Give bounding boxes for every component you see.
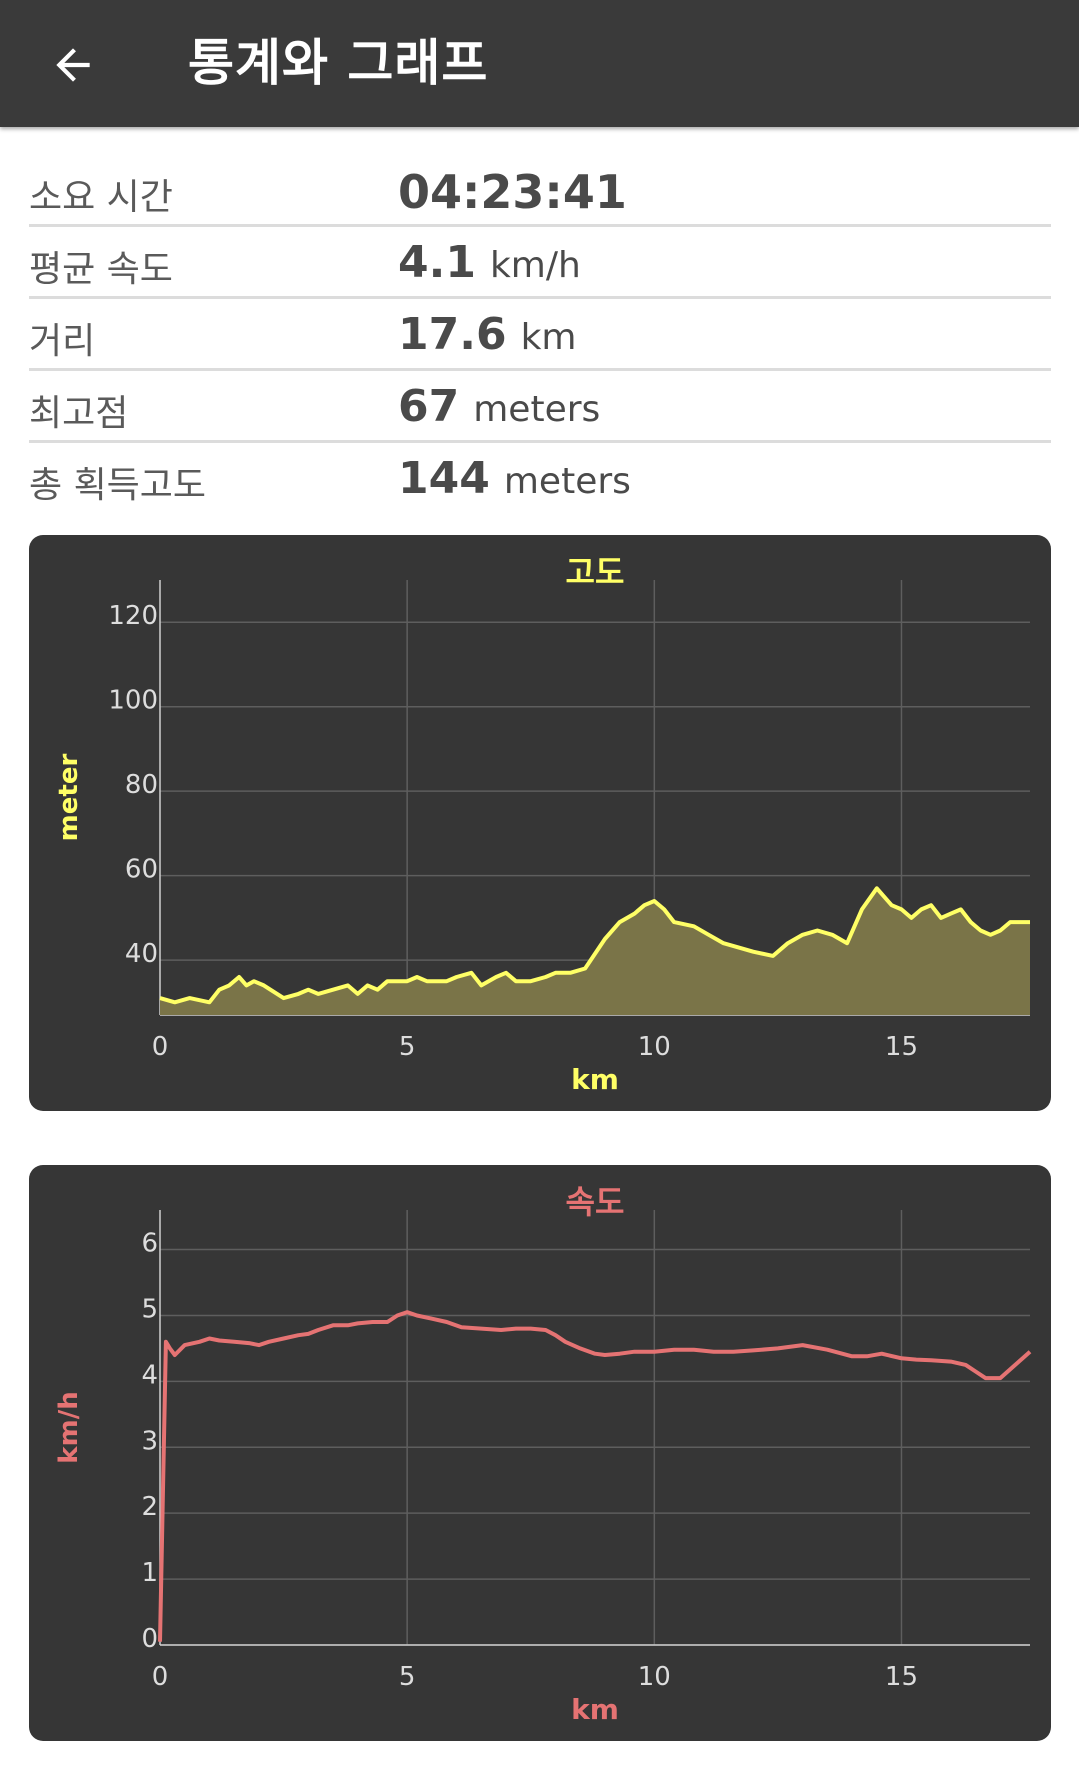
x-axis-label: km	[571, 1063, 619, 1096]
x-axis-label: km	[571, 1693, 619, 1726]
stat-label: 총 획득고도	[29, 465, 207, 506]
y-tick-label: 3	[141, 1426, 158, 1456]
y-tick-label: 100	[108, 686, 158, 716]
y-tick-label: 40	[125, 939, 158, 969]
speed-chart[interactable]: 0 5 10 15 0 1 2 3 4 5 6 속도 km km/h	[29, 1165, 1051, 1741]
x-tick-label: 5	[399, 1032, 416, 1062]
stat-value: 144 meters	[398, 453, 631, 504]
stat-value: 04:23:41	[398, 165, 627, 219]
stat-value: 4.1 km/h	[398, 237, 581, 288]
y-axis-label: meter	[54, 754, 84, 842]
x-tick-label: 0	[152, 1032, 169, 1062]
stat-row-avg-speed: 평균 속도 4.1 km/h	[29, 227, 1051, 299]
arrow-left-icon	[56, 48, 90, 82]
stat-unit: km/h	[489, 245, 581, 286]
stat-label: 평균 속도	[29, 249, 173, 290]
y-axis-label: km/h	[54, 1391, 84, 1463]
series-area	[160, 888, 1030, 1015]
y-tick-label: 120	[108, 601, 158, 631]
app-bar: 통계와 그래프	[0, 0, 1079, 127]
stat-row-elevation-gain: 총 획득고도 144 meters	[29, 443, 1051, 512]
chart-title: 고도	[566, 553, 625, 591]
x-tick-label: 10	[638, 1662, 671, 1692]
back-button[interactable]	[38, 30, 108, 100]
stats-table: 소요 시간 04:23:41 평균 속도 4.1 km/h 거리 17.6 km 최…	[29, 155, 1051, 512]
stat-unit: km	[520, 317, 577, 358]
altitude-chart[interactable]: 0 5 10 15 40 60 80 100 120 고도 km meter	[29, 535, 1051, 1111]
stat-number: 4.1	[398, 237, 476, 288]
stat-number: 04:23:41	[398, 165, 627, 219]
stat-number: 17.6	[398, 309, 507, 360]
series-line	[159, 886, 1030, 1005]
stat-label: 거리	[29, 321, 96, 362]
speed-chart-card: 0 5 10 15 0 1 2 3 4 5 6 속도 km km/h	[29, 1165, 1051, 1741]
stat-unit: meters	[503, 461, 631, 502]
y-tick-label: 5	[141, 1294, 158, 1324]
stat-label: 최고점	[29, 393, 129, 434]
x-tick-label: 10	[638, 1032, 671, 1062]
y-tick-label: 4	[141, 1360, 158, 1390]
y-tick-label: 0	[141, 1624, 158, 1654]
page-title: 통계와 그래프	[188, 34, 489, 92]
altitude-chart-card: 0 5 10 15 40 60 80 100 120 고도 km meter	[29, 535, 1051, 1111]
x-tick-label: 5	[399, 1662, 416, 1692]
y-tick-label: 60	[125, 855, 158, 885]
stat-row-duration: 소요 시간 04:23:41	[29, 155, 1051, 227]
y-tick-label: 6	[141, 1229, 158, 1259]
x-tick-label: 15	[885, 1032, 918, 1062]
stat-label: 소요 시간	[29, 177, 173, 218]
chart-title: 속도	[566, 1183, 625, 1221]
series-line	[158, 1310, 1032, 1642]
stat-value: 67 meters	[398, 381, 600, 432]
y-tick-label: 80	[125, 770, 158, 800]
y-tick-label: 2	[141, 1492, 158, 1522]
stat-value: 17.6 km	[398, 309, 576, 360]
x-tick-label: 15	[885, 1662, 918, 1692]
stat-number: 67	[398, 381, 460, 432]
stat-unit: meters	[473, 389, 601, 430]
x-tick-label: 0	[152, 1662, 169, 1692]
y-tick-label: 1	[141, 1558, 158, 1588]
stat-number: 144	[398, 453, 490, 504]
stat-row-distance: 거리 17.6 km	[29, 299, 1051, 371]
stat-row-max-altitude: 최고점 67 meters	[29, 371, 1051, 443]
